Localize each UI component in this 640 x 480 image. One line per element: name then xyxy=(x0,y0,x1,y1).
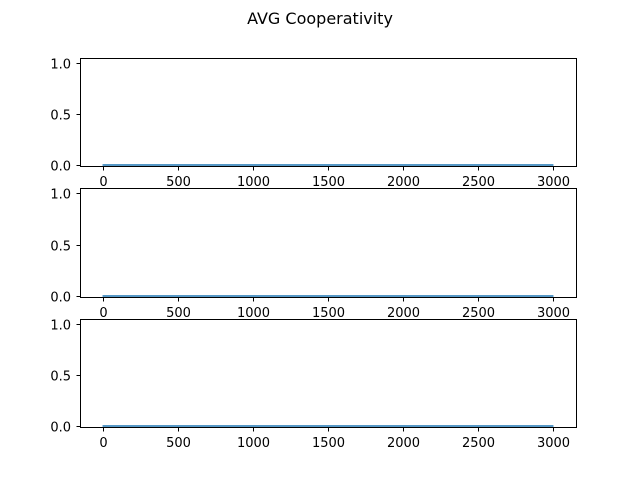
x-tick-label: 1000 xyxy=(237,436,270,451)
x-tick-label: 2000 xyxy=(387,436,420,451)
x-tick-label: 2500 xyxy=(462,175,495,190)
x-tick-label: 500 xyxy=(166,306,191,321)
x-tick-label: 1000 xyxy=(237,175,270,190)
y-tick-label: 0.0 xyxy=(50,160,71,175)
y-tick-label: 0.5 xyxy=(50,109,71,124)
subplot-3: 0 500 1000 1500 2000 2500 3000 0.0 0.5 1.0 xyxy=(50,319,577,451)
x-tick-label: 0 xyxy=(99,306,107,321)
x-tick-label: 1500 xyxy=(312,436,345,451)
x-tick-label: 500 xyxy=(166,436,191,451)
x-tick-label: 2500 xyxy=(462,306,495,321)
y-tick-label: 1.0 xyxy=(50,188,71,203)
y-tick-label: 0.0 xyxy=(50,291,71,306)
axes-frame xyxy=(80,188,577,298)
x-tick-label: 3000 xyxy=(537,306,570,321)
subplot-2: 0 500 1000 1500 2000 2500 3000 0.0 0.5 1.0 xyxy=(50,188,577,321)
x-tick-label: 2000 xyxy=(387,175,420,190)
y-tick-label: 1.0 xyxy=(50,58,71,73)
y-tick-label: 0.0 xyxy=(50,421,71,436)
axes-frame xyxy=(80,319,577,428)
x-tick-label: 2000 xyxy=(387,306,420,321)
subplots: 0 500 1000 1500 2000 2500 3000 0.0 0.5 1.0 0 500 100… xyxy=(50,58,577,451)
y-tick-label: 0.5 xyxy=(50,240,71,255)
x-tick-label: 2500 xyxy=(462,436,495,451)
x-tick-label: 3000 xyxy=(537,436,570,451)
x-tick-label: 1000 xyxy=(237,306,270,321)
x-tick-label: 1500 xyxy=(312,175,345,190)
x-tick-label: 500 xyxy=(166,175,191,190)
y-tick-label: 0.5 xyxy=(50,370,71,385)
x-tick-label: 3000 xyxy=(537,175,570,190)
x-tick-label: 1500 xyxy=(312,306,345,321)
y-tick-label: 1.0 xyxy=(50,319,71,334)
axes-frame xyxy=(80,58,577,167)
figure-title: AVG Cooperativity xyxy=(247,9,393,28)
subplot-1: 0 500 1000 1500 2000 2500 3000 0.0 0.5 1.0 xyxy=(50,58,577,190)
x-tick-label: 0 xyxy=(99,175,107,190)
x-tick-label: 0 xyxy=(99,436,107,451)
